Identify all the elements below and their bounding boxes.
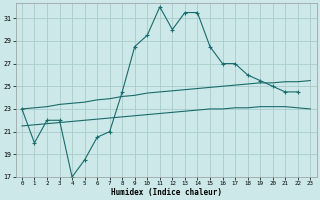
X-axis label: Humidex (Indice chaleur): Humidex (Indice chaleur): [111, 188, 221, 197]
